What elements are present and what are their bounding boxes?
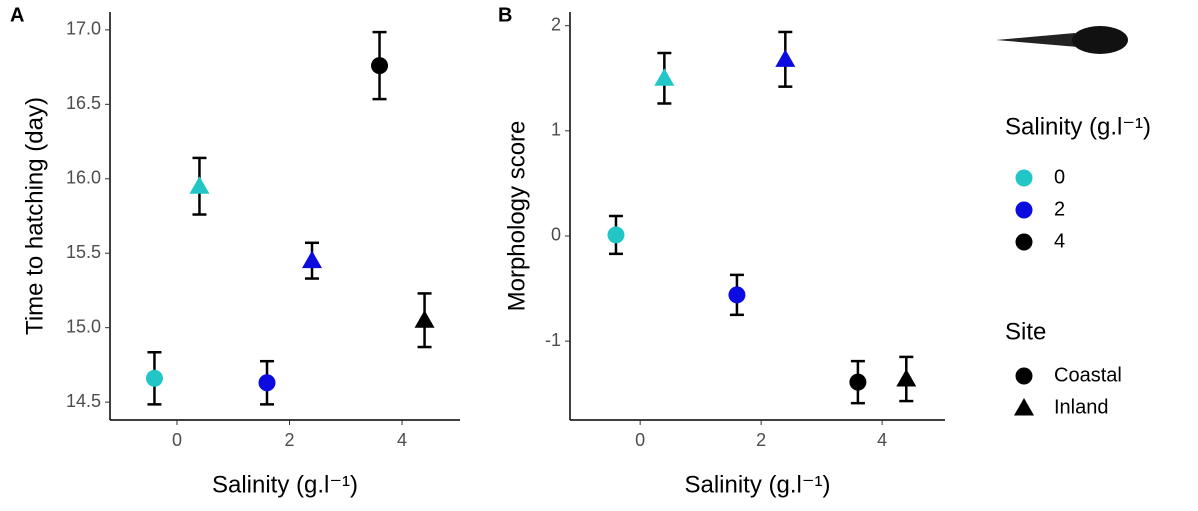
tadpole-tail — [996, 33, 1078, 47]
point — [414, 310, 435, 328]
legend-label: Inland — [1054, 396, 1109, 418]
y-tick-label: -1 — [545, 330, 561, 350]
y-tick-label: 0 — [551, 225, 561, 245]
legend-label: 2 — [1054, 198, 1065, 220]
point — [775, 49, 796, 67]
legend-title: Site — [1005, 318, 1046, 345]
legend-label: 0 — [1054, 166, 1065, 188]
x-tick-label: 2 — [756, 430, 766, 450]
point — [371, 57, 389, 75]
legend-label: 4 — [1054, 230, 1065, 252]
y-tick-label: 15.0 — [66, 316, 101, 336]
y-tick-label: 17.0 — [66, 19, 101, 39]
tadpole-icon — [996, 26, 1128, 54]
x-tick-label: 0 — [172, 430, 182, 450]
y-tick-label: 14.5 — [66, 391, 101, 411]
point — [258, 374, 276, 392]
y-tick-label: 1 — [551, 120, 561, 140]
point — [654, 68, 675, 86]
point — [607, 226, 625, 244]
legend-swatch — [1015, 169, 1033, 187]
point — [728, 286, 746, 304]
point — [896, 368, 917, 387]
x-tick-label: 0 — [635, 430, 645, 450]
point — [189, 176, 210, 194]
y-tick-label: 16.0 — [66, 168, 101, 188]
legend-symbol — [1014, 398, 1034, 416]
tadpole-head — [1072, 26, 1128, 54]
y-tick-label: 2 — [551, 14, 561, 34]
y-tick-label: 16.5 — [66, 93, 101, 113]
x-axis-title: Salinity (g.l⁻¹) — [212, 471, 358, 498]
y-axis-title: Morphology score — [503, 121, 530, 312]
x-tick-label: 4 — [397, 430, 407, 450]
legend-swatch — [1015, 201, 1033, 219]
legend-title: Salinity (g.l⁻¹) — [1005, 113, 1151, 140]
point — [849, 373, 867, 391]
point — [145, 369, 163, 387]
legend-label: Coastal — [1054, 364, 1122, 386]
x-tick-label: 4 — [877, 430, 887, 450]
y-tick-label: 15.5 — [66, 242, 101, 262]
panel-label: A — [10, 4, 24, 26]
legend-swatch — [1015, 233, 1033, 251]
x-axis-title: Salinity (g.l⁻¹) — [684, 471, 830, 498]
x-tick-label: 2 — [284, 430, 294, 450]
legend-symbol — [1015, 367, 1033, 385]
point — [302, 250, 323, 269]
panel-label: B — [498, 4, 512, 26]
y-axis-title: Time to hatching (day) — [21, 97, 48, 335]
